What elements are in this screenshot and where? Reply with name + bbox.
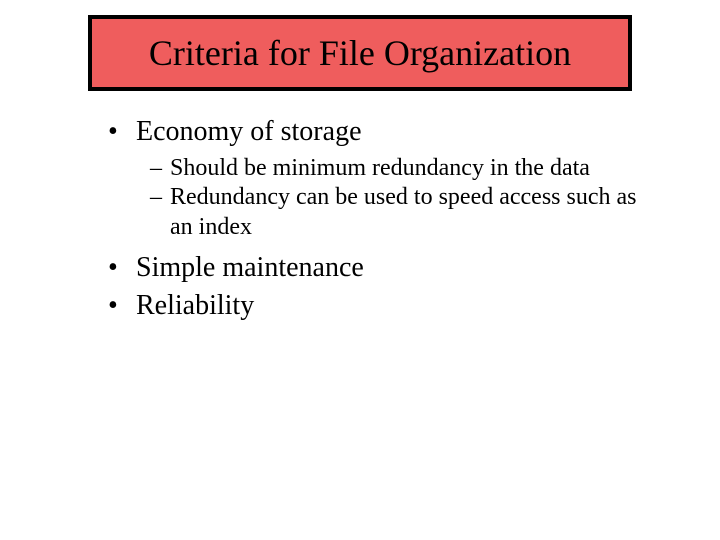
sub-bullet-text: Should be minimum redundancy in the data <box>170 154 660 183</box>
content-area: • Economy of storage – Should be minimum… <box>108 116 660 328</box>
bullet-item: • Economy of storage <box>108 116 660 148</box>
sub-bullet-marker: – <box>150 154 162 183</box>
bullet-marker: • <box>108 252 122 284</box>
bullet-item: • Simple maintenance <box>108 252 660 284</box>
sub-bullet-marker: – <box>150 183 162 212</box>
sub-bullet-item: – Should be minimum redundancy in the da… <box>150 154 660 183</box>
bullet-marker: • <box>108 116 122 148</box>
sub-bullet-text: Redundancy can be used to speed access s… <box>170 183 660 242</box>
title-inner: Criteria for File Organization <box>92 19 628 87</box>
sub-bullet-item: – Redundancy can be used to speed access… <box>150 183 660 242</box>
bullet-text: Simple maintenance <box>136 252 364 284</box>
slide-title: Criteria for File Organization <box>149 32 571 74</box>
bullet-text: Reliability <box>136 290 254 322</box>
bullet-item: • Reliability <box>108 290 660 322</box>
bullet-marker: • <box>108 290 122 322</box>
sub-bullet-group: – Should be minimum redundancy in the da… <box>150 154 660 242</box>
title-bar: Criteria for File Organization <box>88 15 632 91</box>
bullet-text: Economy of storage <box>136 116 362 148</box>
